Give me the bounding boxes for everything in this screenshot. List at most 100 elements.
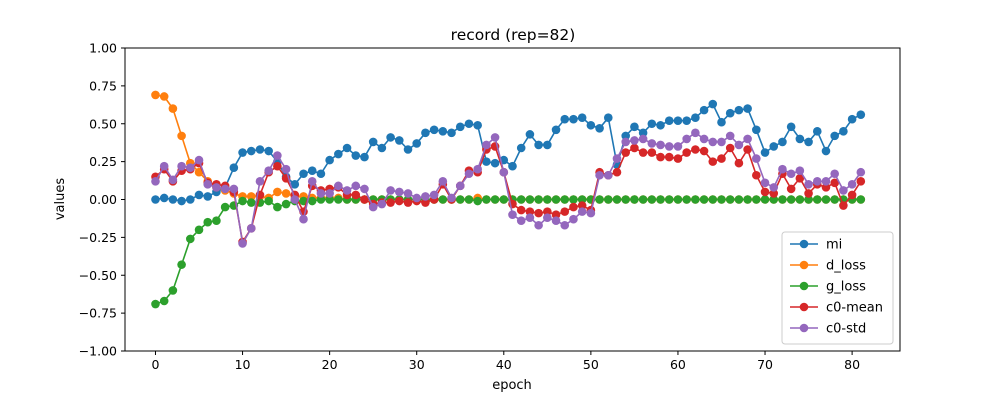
series-layer [151,90,866,309]
x-tick-label: 50 [583,357,599,372]
series-line-c0-mean [154,145,862,243]
data-point-g_loss [630,195,639,204]
data-point-c0-std [769,183,779,192]
data-point-mi [543,140,552,150]
data-point-c0-std [447,193,456,203]
data-point-g_loss [534,195,543,204]
data-point-c0-std [151,177,160,186]
data-point-c0-mean [795,173,805,183]
data-point-mi [186,195,195,204]
x-tick-label: 40 [496,357,512,372]
data-point-c0-mean [830,178,839,188]
x-tick-label: 60 [670,357,686,372]
data-point-g_loss [438,195,448,204]
data-point-g_loss [473,196,482,206]
data-point-g_loss [177,260,186,269]
data-point-mi [412,139,422,148]
series-g_loss [151,195,866,309]
data-point-mi [229,163,239,172]
data-point-mi [839,127,848,136]
legend-marker [799,281,809,291]
x-axis-label: epoch [492,378,532,393]
data-point-g_loss [595,195,604,204]
data-point-c0-mean [638,148,648,157]
data-point-g_loss [612,195,622,204]
data-point-mi [290,180,300,189]
legend-label: d_loss [826,259,866,274]
data-point-c0-mean [708,157,718,166]
data-point-c0-std [795,166,805,176]
data-point-c0-std [186,163,195,172]
data-point-g_loss [194,225,204,235]
series-line-c0-std [154,132,862,245]
data-point-mi [386,133,395,142]
data-point-c0-std [856,167,866,177]
data-point-c0-mean [847,190,857,200]
data-point-c0-std [760,178,770,188]
data-point-c0-std [229,184,239,194]
data-point-g_loss [673,195,683,204]
data-point-mi [778,137,787,147]
data-point-c0-std [525,213,535,222]
data-point-g_loss [691,195,700,204]
data-point-c0-std [786,169,796,179]
data-point-g_loss [151,299,160,309]
data-point-mi [264,146,273,156]
data-point-mi [516,143,526,153]
data-point-c0-std [238,239,247,248]
x-tick-label: 10 [235,357,251,372]
data-point-mi [307,166,317,176]
data-point-d_loss [159,92,169,101]
data-point-mi [551,125,561,135]
data-point-c0-mean [543,207,552,216]
data-point-g_loss [464,195,474,204]
data-point-c0-std [281,164,291,174]
data-point-c0-std [421,192,430,201]
data-point-mi [804,137,813,147]
legend-box [781,231,894,345]
data-point-d_loss [246,192,256,201]
chart-title: record (rep=82) [451,26,576,44]
data-point-c0-mean [734,158,744,168]
data-point-c0-mean [656,152,665,162]
data-point-c0-std [821,177,831,186]
legend-item: mi [790,238,842,253]
data-point-g_loss [316,195,326,204]
data-point-g_loss [760,195,770,204]
data-point-g_loss [325,195,334,204]
data-point-c0-std [203,180,213,189]
data-point-c0-mean [516,205,526,215]
data-point-mi [403,145,413,154]
data-point-c0-mean [804,189,813,198]
data-point-c0-std [325,189,334,198]
data-point-g_loss [682,195,691,204]
data-point-g_loss [264,196,273,206]
data-point-g_loss [246,198,256,207]
data-point-c0-std [577,207,587,216]
data-point-mi [203,192,213,201]
series-line-mi [155,103,862,202]
data-point-c0-std [603,170,613,180]
data-point-g_loss [603,195,613,204]
data-point-mi [734,105,744,115]
data-point-mi [621,131,630,141]
data-point-d_loss [151,90,160,100]
data-point-c0-mean [691,145,700,154]
data-point-mi [342,143,352,153]
data-point-c0-std [255,177,265,186]
data-point-c0-std [621,137,630,147]
data-point-g_loss [186,234,195,244]
data-point-c0-std [429,190,439,200]
data-point-c0-std [630,136,639,145]
data-point-g_loss [220,202,230,212]
data-point-c0-mean [386,198,395,207]
data-point-c0-std [743,134,752,144]
data-point-c0-mean [630,143,639,153]
data-point-g_loss [708,195,718,204]
data-point-mi [595,124,604,133]
y-axis-label: values [53,178,68,221]
data-point-mi [351,151,361,160]
x-tick-label: 70 [757,357,773,372]
x-tick-label: 20 [322,357,338,372]
data-point-c0-mean [534,208,543,218]
